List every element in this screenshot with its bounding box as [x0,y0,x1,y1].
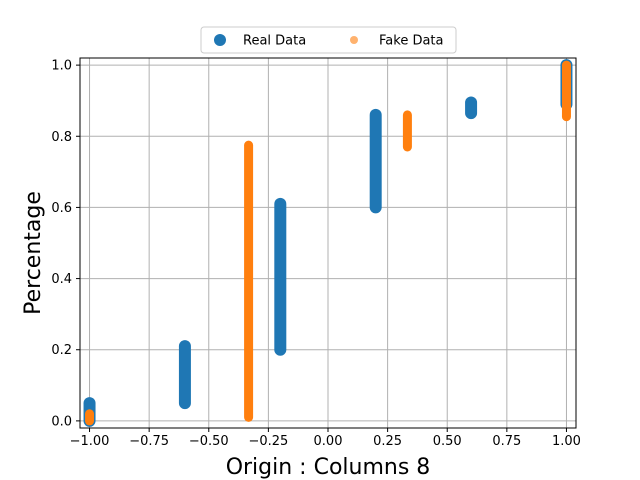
legend-marker [350,36,358,44]
y-axis-title: Percentage [21,191,46,315]
legend-label: Real Data [243,34,306,49]
x-tick-label: −0.50 [189,434,229,449]
x-tick-label: 0.50 [433,434,462,449]
x-tick-label: 0.25 [373,434,402,449]
legend-label: Fake Data [379,34,444,49]
y-tick-label: 1.0 [51,59,72,74]
x-axis-ticks: −1.00 −0.75 −0.50 −0.25 0.00 0.25 0.50 0.75 1.00 [70,428,581,449]
series-fake-data [85,60,571,426]
x-tick-label: −0.25 [248,434,288,449]
legend-box [200,26,457,54]
y-tick-label: 0.4 [51,272,72,287]
legend: Real Data Fake Data [200,26,457,54]
x-tick-label: −1.00 [70,434,110,449]
x-axis-title: Origin : Columns 8 [226,455,431,480]
legend-marker [214,34,226,46]
y-tick-label: 0.0 [51,414,72,429]
grid-lines [80,58,576,428]
y-tick-label: 0.2 [51,343,72,358]
x-tick-label: 0.75 [492,434,521,449]
x-tick-label: 1.00 [552,434,581,449]
y-axis-ticks: 0.0 0.2 0.4 0.6 0.8 1.0 [51,59,80,429]
series-layer [83,59,573,427]
y-tick-label: 0.8 [51,130,72,145]
x-tick-label: 0.00 [314,434,343,449]
y-tick-label: 0.6 [51,201,72,216]
x-tick-label: −0.75 [129,434,169,449]
